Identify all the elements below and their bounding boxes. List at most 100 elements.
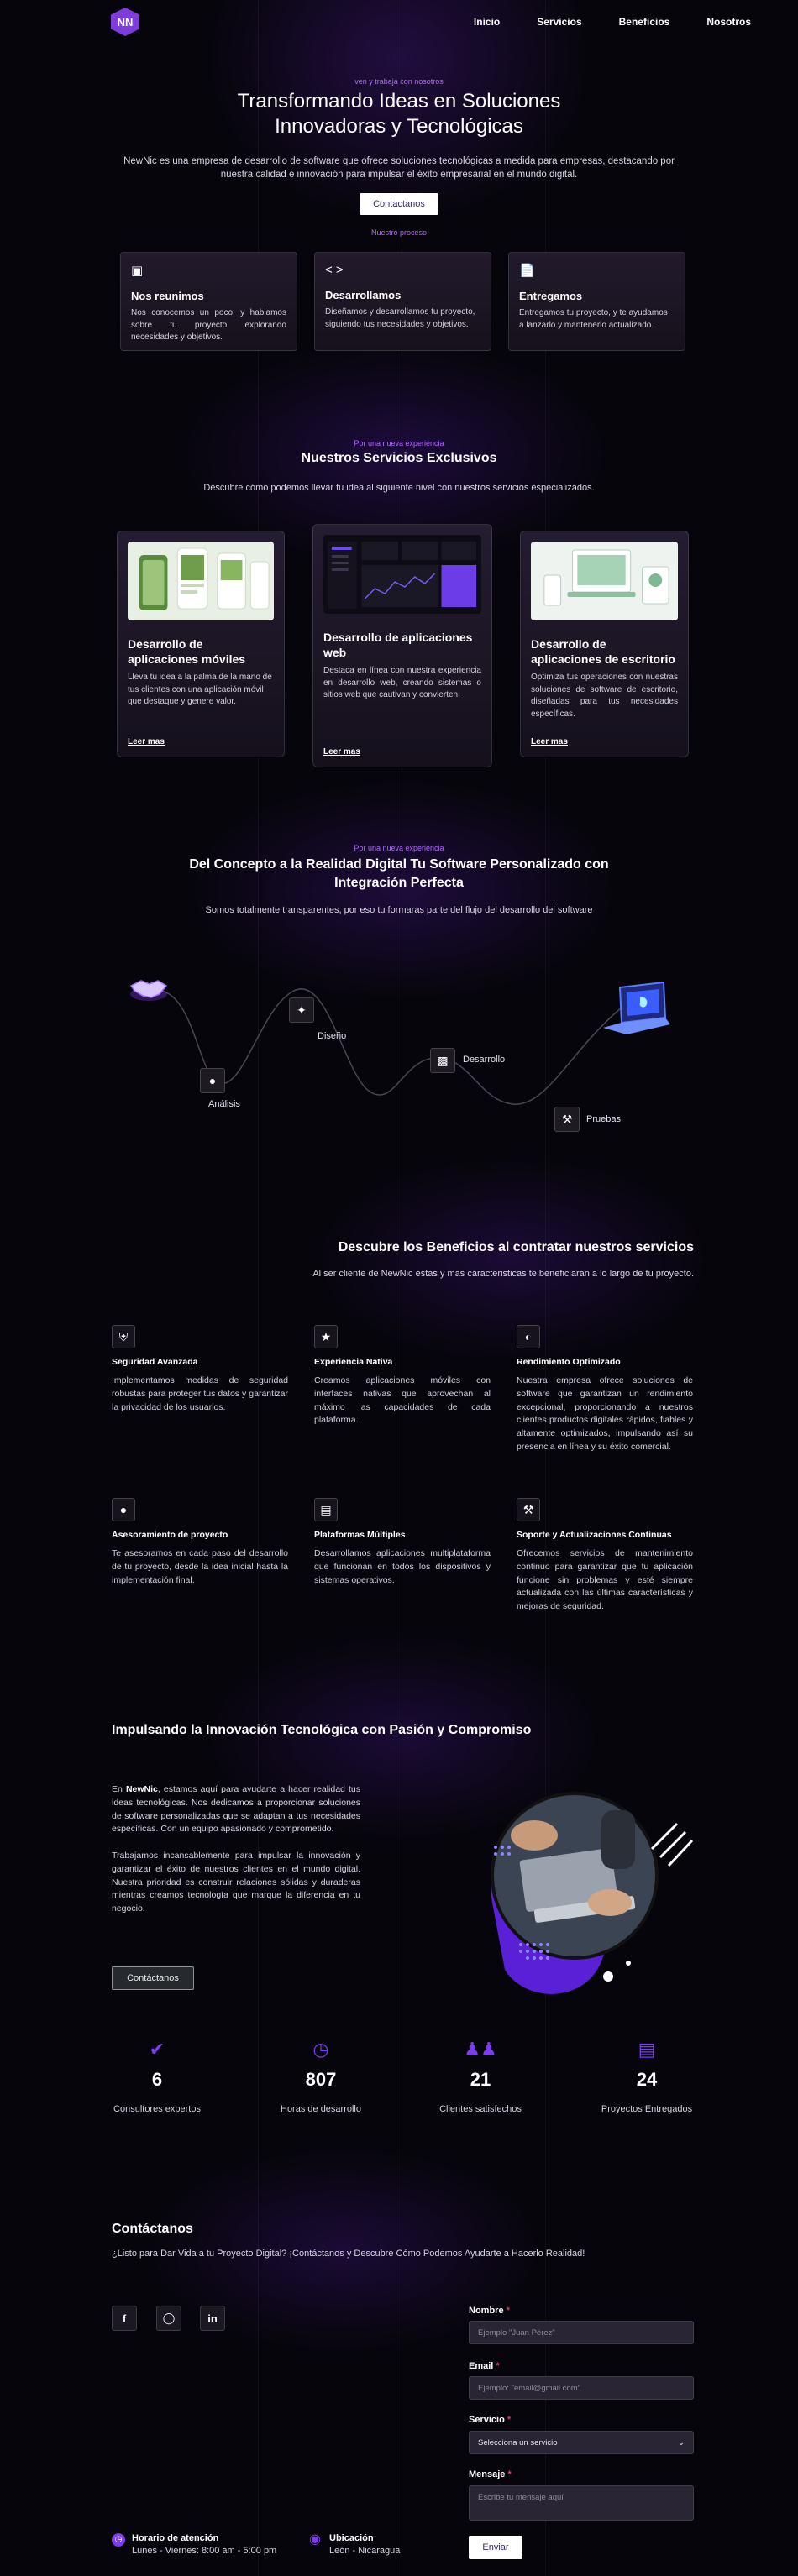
shield-icon: ⛨ xyxy=(112,1325,135,1348)
message-textarea[interactable]: Escribe tu mensaje aquí xyxy=(469,2485,694,2521)
about-contact-button[interactable]: Contáctanos xyxy=(112,1966,194,1990)
name-label: Nombre * xyxy=(469,2306,510,2316)
step-label-diseno: Diseño xyxy=(318,1031,347,1041)
lightbulb-icon: ● xyxy=(200,1068,225,1093)
tools-icon: ⚒ xyxy=(517,1498,540,1521)
stat-clientes: ♟♟ 21 Clientes satisfechos xyxy=(417,2039,543,2114)
code-icon: < > xyxy=(325,263,344,277)
benefits-subtitle: Al ser cliente de NewNic estas y mas car… xyxy=(312,1269,694,1279)
message-label: Mensaje * xyxy=(469,2469,512,2479)
document-icon: ▤ xyxy=(638,2039,656,2060)
about-paragraph: En NewNic, estamos aquí para ayudarte a … xyxy=(112,1783,360,1836)
hero-kicker: ven y trabaja con nosotros xyxy=(354,77,444,86)
desktop-app-image xyxy=(531,542,678,620)
clock-icon: ◷ xyxy=(112,2533,125,2547)
process-card: ▣ Nos reunimos Nos conocemos un poco, y … xyxy=(120,252,297,351)
benefit-item: ● Asesoramiento de proyecto Te asesoramo… xyxy=(112,1498,288,1587)
brand-logo[interactable]: NN xyxy=(111,8,139,36)
magic-wand-icon: ✦ xyxy=(289,997,314,1023)
process-kicker: Nuestro proceso xyxy=(370,228,428,238)
service-card-mobile[interactable]: Desarrollo de aplicaciones móviles Lleva… xyxy=(117,531,285,757)
users-icon: ♟♟ xyxy=(464,2039,497,2060)
nav-link-nosotros[interactable]: Nosotros xyxy=(706,16,751,28)
hero-title: Transformando Ideas en Soluciones Innova… xyxy=(0,89,798,139)
services-kicker: Por una nueva experiencia xyxy=(354,439,444,448)
email-label: Email * xyxy=(469,2361,500,2371)
facebook-icon[interactable]: f xyxy=(112,2306,137,2331)
about-title: Impulsando la Innovación Tecnológica con… xyxy=(112,1723,532,1737)
service-card-title: Desarrollo de aplicaciones web xyxy=(323,631,473,660)
terminal-icon: ▩ xyxy=(430,1048,455,1073)
about-text-fragment: En xyxy=(112,1784,126,1794)
benefit-item: ▤ Plataformas Múltiples Desarrollamos ap… xyxy=(314,1498,491,1587)
submit-button[interactable]: Enviar xyxy=(469,2536,522,2559)
message-label-text: Mensaje xyxy=(469,2469,506,2479)
service-card-desktop[interactable]: Desarrollo de aplicaciones de escritorio… xyxy=(520,531,689,757)
service-label-text: Servicio xyxy=(469,2415,505,2425)
step-label-desarrollo: Desarrollo xyxy=(463,1055,506,1065)
read-more-link[interactable]: Leer mas xyxy=(323,747,360,757)
read-more-link[interactable]: Leer mas xyxy=(128,737,165,746)
read-more-link[interactable]: Leer mas xyxy=(531,737,568,746)
process-section-kicker: Por una nueva experiencia xyxy=(354,844,444,852)
nav-link-servicios[interactable]: Servicios xyxy=(537,16,582,28)
about-paragraph: Trabajamos incansablemente para impulsar… xyxy=(112,1851,360,1914)
about-text-fragment: , estamos aquí para ayudarte a hacer rea… xyxy=(112,1784,360,1835)
benefit-text: Creamos aplicaciones móviles con interfa… xyxy=(314,1375,491,1426)
service-select-value: Selecciona un servicio xyxy=(478,2437,558,2448)
location-title: Ubicación xyxy=(329,2533,374,2543)
about-text: En NewNic, estamos aquí para ayudarte a … xyxy=(112,1783,360,1916)
service-card-text: Optimiza tus operaciones con nuestras so… xyxy=(531,673,678,719)
service-select[interactable]: Selecciona un servicio ⌄ xyxy=(469,2431,694,2454)
step-label-pruebas: Pruebas xyxy=(586,1114,621,1124)
linkedin-icon[interactable]: in xyxy=(200,2306,225,2331)
hours-title: Horario de atención xyxy=(132,2533,219,2543)
stat-proyectos: ▤ 24 Proyectos Entregados xyxy=(584,2039,710,2114)
stat-label: Proyectos Entregados xyxy=(601,2104,693,2114)
stat-label: Consultores expertos xyxy=(113,2104,201,2114)
contact-subtitle: ¿Listo para Dar Vida a tu Proyecto Digit… xyxy=(112,2249,585,2259)
chevron-down-icon: ⌄ xyxy=(678,2437,685,2448)
service-label: Servicio * xyxy=(469,2415,512,2425)
hero-section: ven y trabaja con nosotros Transformando… xyxy=(0,77,798,237)
benefit-item: ★ Experiencia Nativa Creamos aplicacione… xyxy=(314,1325,491,1427)
step-label-analisis: Análisis xyxy=(208,1099,240,1109)
location-pin-icon: ◉ xyxy=(309,2532,321,2547)
process-subtitle: Somos totalmente transparentes, por eso … xyxy=(205,904,593,915)
hero-description-line: nuestra calidad e innovación para impuls… xyxy=(220,170,578,181)
stat-horas: ◷ 807 Horas de desarrollo xyxy=(258,2039,384,2114)
stat-consultores: ✔ 6 Consultores expertos xyxy=(94,2039,220,2114)
nav-link-beneficios[interactable]: Beneficios xyxy=(618,16,670,28)
mobile-app-image xyxy=(128,542,274,620)
location-value: León - Nicaragua xyxy=(329,2546,401,2556)
instagram-icon[interactable]: ◯ xyxy=(156,2306,181,2331)
benefit-title: Soporte y Actualizaciones Continuas xyxy=(517,1530,672,1540)
process-title-line: Integración Perfecta xyxy=(334,876,464,891)
process-header: Por una nueva experiencia Del Concepto a… xyxy=(0,844,798,915)
contact-title: Contáctanos xyxy=(112,2222,193,2236)
process-card-title: Desarrollamos xyxy=(325,289,402,301)
hero-contact-button[interactable]: Contactanos xyxy=(360,193,438,216)
service-card-title: Desarrollo de aplicaciones de escritorio xyxy=(531,637,675,667)
laptop-illustration xyxy=(603,981,670,1034)
benefit-title: Seguridad Avanzada xyxy=(112,1357,198,1367)
contact-header: Contáctanos ¿Listo para Dar Vida a tu Pr… xyxy=(112,2222,585,2259)
lightbulb-icon: ● xyxy=(112,1498,135,1521)
stat-value: 6 xyxy=(151,2069,163,2090)
benefits-header: Descubre los Beneficios al contratar nue… xyxy=(312,1240,694,1279)
file-icon: 📄 xyxy=(519,264,535,278)
nav-link-inicio[interactable]: Inicio xyxy=(473,16,501,28)
service-card-web[interactable]: Desarrollo de aplicaciones web Destaca e… xyxy=(312,524,492,767)
clock-icon: ◷ xyxy=(312,2039,329,2060)
star-icon: ★ xyxy=(314,1325,338,1348)
hero-title-line: Transformando Ideas en Soluciones xyxy=(237,90,561,113)
stat-value: 807 xyxy=(305,2069,337,2090)
benefit-item: ⛨ Seguridad Avanzada Implementamos medid… xyxy=(112,1325,288,1414)
services-subtitle: Descubre cómo podemos llevar tu idea al … xyxy=(203,483,595,493)
name-input[interactable]: Ejemplo "Juan Pérez" xyxy=(469,2321,694,2344)
service-card-text: Lleva tu idea a la palma de la mano de t… xyxy=(128,673,272,707)
benefit-title: Asesoramiento de proyecto xyxy=(112,1530,228,1540)
process-card-text: Nos conocemos un poco, y hablamos sobre … xyxy=(131,308,286,342)
email-input[interactable]: Ejemplo: "email@gmail.com" xyxy=(469,2376,694,2400)
benefit-text: Desarrollamos aplicaciones multiplatafor… xyxy=(314,1548,491,1585)
